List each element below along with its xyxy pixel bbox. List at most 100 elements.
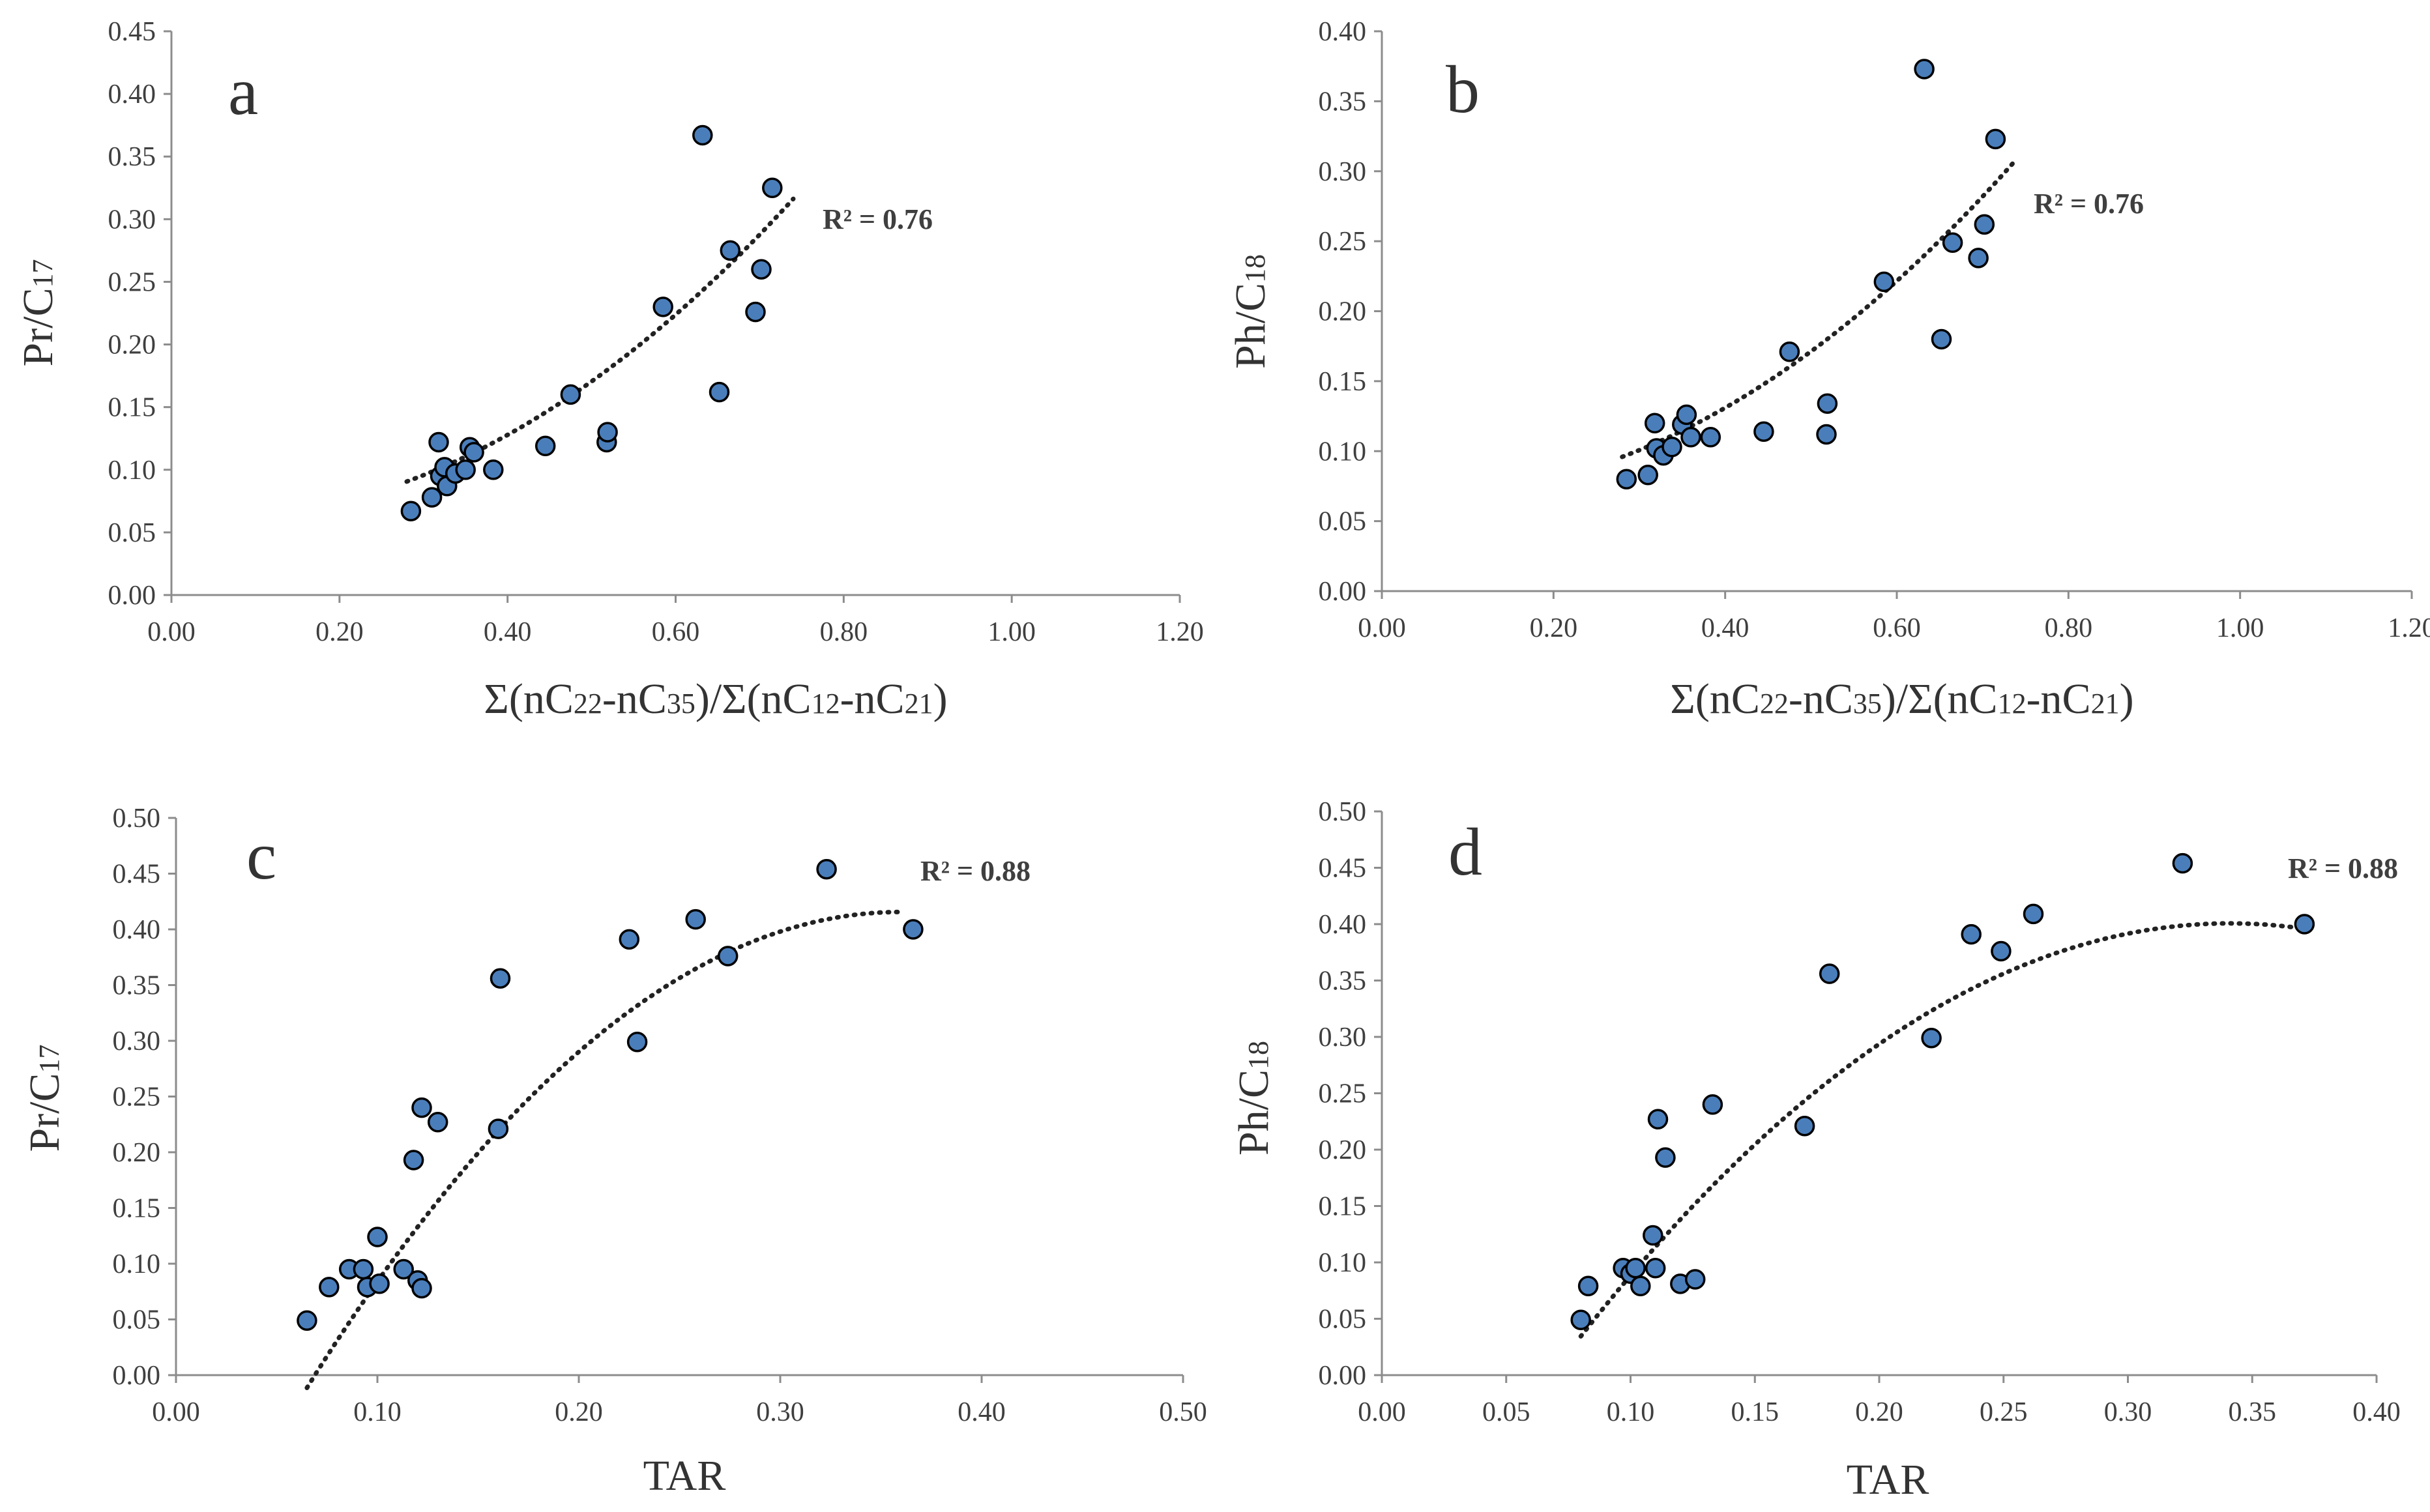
- axis-label-subscript: 21: [2091, 688, 2120, 720]
- data-point: [1817, 393, 1838, 414]
- y-tick-label: 0.45: [113, 860, 161, 890]
- data-point: [816, 858, 837, 880]
- y-axis-label: Ph/C18: [1230, 1041, 1278, 1156]
- x-tick-label: 0.35: [2229, 1397, 2277, 1427]
- data-point: [1577, 1275, 1599, 1297]
- x-tick-label: 0.00: [1358, 1397, 1406, 1427]
- data-point: [560, 384, 581, 405]
- data-point: [1616, 469, 1637, 489]
- y-axis-title: Pr/C17: [14, 259, 62, 366]
- axis-label-part: )/Σ(nC: [1882, 675, 1998, 723]
- axis-label-part: TAR: [643, 1452, 726, 1500]
- y-tick-label: 0.15: [1319, 1192, 1367, 1222]
- y-tick-label: 0.40: [1319, 910, 1367, 940]
- y-tick-label: 0.20: [1319, 1135, 1367, 1165]
- axis-label-part: ): [933, 675, 948, 723]
- data-point: [597, 422, 618, 443]
- data-point: [720, 240, 741, 261]
- y-tick-label: 0.30: [113, 1026, 161, 1056]
- y-tick-label: 0.30: [1319, 157, 1367, 187]
- data-point: [652, 297, 673, 317]
- data-point: [1700, 427, 1721, 448]
- y-tick-label: 0.35: [1319, 967, 1367, 996]
- data-point: [1702, 1094, 1723, 1115]
- axis-label-part: Pr/C: [14, 287, 62, 366]
- y-tick-label: 0.50: [113, 804, 161, 834]
- axis-label-subscript: 18: [1242, 1041, 1274, 1069]
- data-point: [1637, 465, 1658, 486]
- data-point: [428, 431, 449, 453]
- y-axis-label: Pr/C17: [21, 1044, 68, 1152]
- data-point: [297, 1310, 317, 1331]
- x-tick-label: 1.00: [988, 617, 1036, 647]
- x-tick-label: 1.00: [2216, 613, 2264, 643]
- y-tick-label: 0.00: [108, 581, 156, 611]
- axis-label-subscript: 35: [1853, 688, 1882, 720]
- axis-label-part: Σ(nC: [1670, 675, 1759, 723]
- x-axis-label: Σ(nC22-nC35)/Σ(nC12-nC21): [484, 675, 947, 723]
- r-squared-label: R² = 0.76: [823, 203, 933, 235]
- x-axis-label: TAR: [1847, 1456, 1929, 1504]
- y-tick-label: 0.05: [1319, 507, 1367, 537]
- data-point: [685, 909, 706, 930]
- data-point: [1794, 1115, 1815, 1137]
- x-tick-label: 0.30: [2104, 1397, 2152, 1427]
- data-point: [400, 501, 422, 521]
- x-tick-label: 0.10: [353, 1397, 402, 1427]
- data-point: [1753, 421, 1774, 442]
- x-tick-label: 0.40: [2352, 1397, 2401, 1427]
- data-point: [762, 177, 783, 199]
- data-point: [393, 1258, 414, 1280]
- y-tick-label: 0.00: [1319, 577, 1367, 607]
- y-tick-label: 0.20: [1319, 297, 1367, 327]
- data-point: [319, 1277, 340, 1298]
- y-axis-title: Pr/C17: [21, 1044, 68, 1152]
- data-point: [490, 968, 511, 989]
- data-point: [1643, 1225, 1663, 1246]
- x-tick-label: 0.60: [1873, 613, 1921, 643]
- y-tick-label: 0.10: [1319, 1248, 1367, 1278]
- data-point: [2294, 914, 2315, 935]
- trend-line: [1620, 156, 2019, 459]
- data-point: [1968, 248, 1989, 269]
- axis-label-subscript: 12: [1998, 688, 2027, 720]
- data-point: [463, 442, 484, 463]
- y-tick-label: 0.15: [1319, 367, 1367, 397]
- data-point: [1680, 427, 1701, 448]
- x-tick-label: 0.40: [484, 617, 532, 647]
- axis-label-part: ): [2120, 675, 2134, 723]
- data-point: [1819, 963, 1840, 984]
- data-point: [1647, 1109, 1669, 1130]
- x-tick-label: 0.40: [1701, 613, 1749, 643]
- panel-a: a R² = 0.76 Σ(nC22-nC35)/Σ(nC12-nC21) Pr…: [14, 17, 1204, 723]
- x-axis-label: Σ(nC22-nC35)/Σ(nC12-nC21): [1670, 675, 2133, 723]
- data-point: [1961, 923, 1982, 945]
- data-point: [1873, 271, 1895, 293]
- x-tick-label: 0.00: [152, 1397, 200, 1427]
- x-tick-label: 0.20: [1855, 1397, 1903, 1427]
- y-tick-label: 0.00: [1319, 1361, 1367, 1391]
- axis-label-part: Σ(nC: [484, 675, 573, 723]
- y-tick-label: 0.10: [108, 456, 156, 486]
- axis-label-subscript: 18: [1239, 254, 1271, 283]
- y-tick-label: 0.40: [1319, 17, 1367, 47]
- x-tick-label: 0.20: [555, 1397, 603, 1427]
- x-tick-label: 0.30: [756, 1397, 804, 1427]
- data-point: [421, 487, 443, 508]
- y-tick-label: 0.25: [1319, 227, 1367, 257]
- x-tick-label: 1.20: [1156, 617, 1204, 647]
- x-tick-label: 0.40: [958, 1397, 1006, 1427]
- data-point: [353, 1258, 374, 1280]
- axis-label-part: -nC: [1789, 675, 1853, 723]
- axis-label-part: -nC: [2027, 675, 2091, 723]
- data-point: [403, 1150, 424, 1170]
- data-point: [411, 1277, 432, 1299]
- axis-label-part: Ph/C: [1227, 283, 1274, 369]
- x-tick-label: 0.05: [1482, 1397, 1530, 1427]
- y-tick-label: 0.45: [108, 17, 156, 47]
- data-point: [1661, 437, 1682, 458]
- axis-label-subscript: 22: [574, 688, 602, 720]
- r-squared-label: R² = 0.76: [2034, 188, 2144, 220]
- panel-letter: c: [246, 819, 276, 894]
